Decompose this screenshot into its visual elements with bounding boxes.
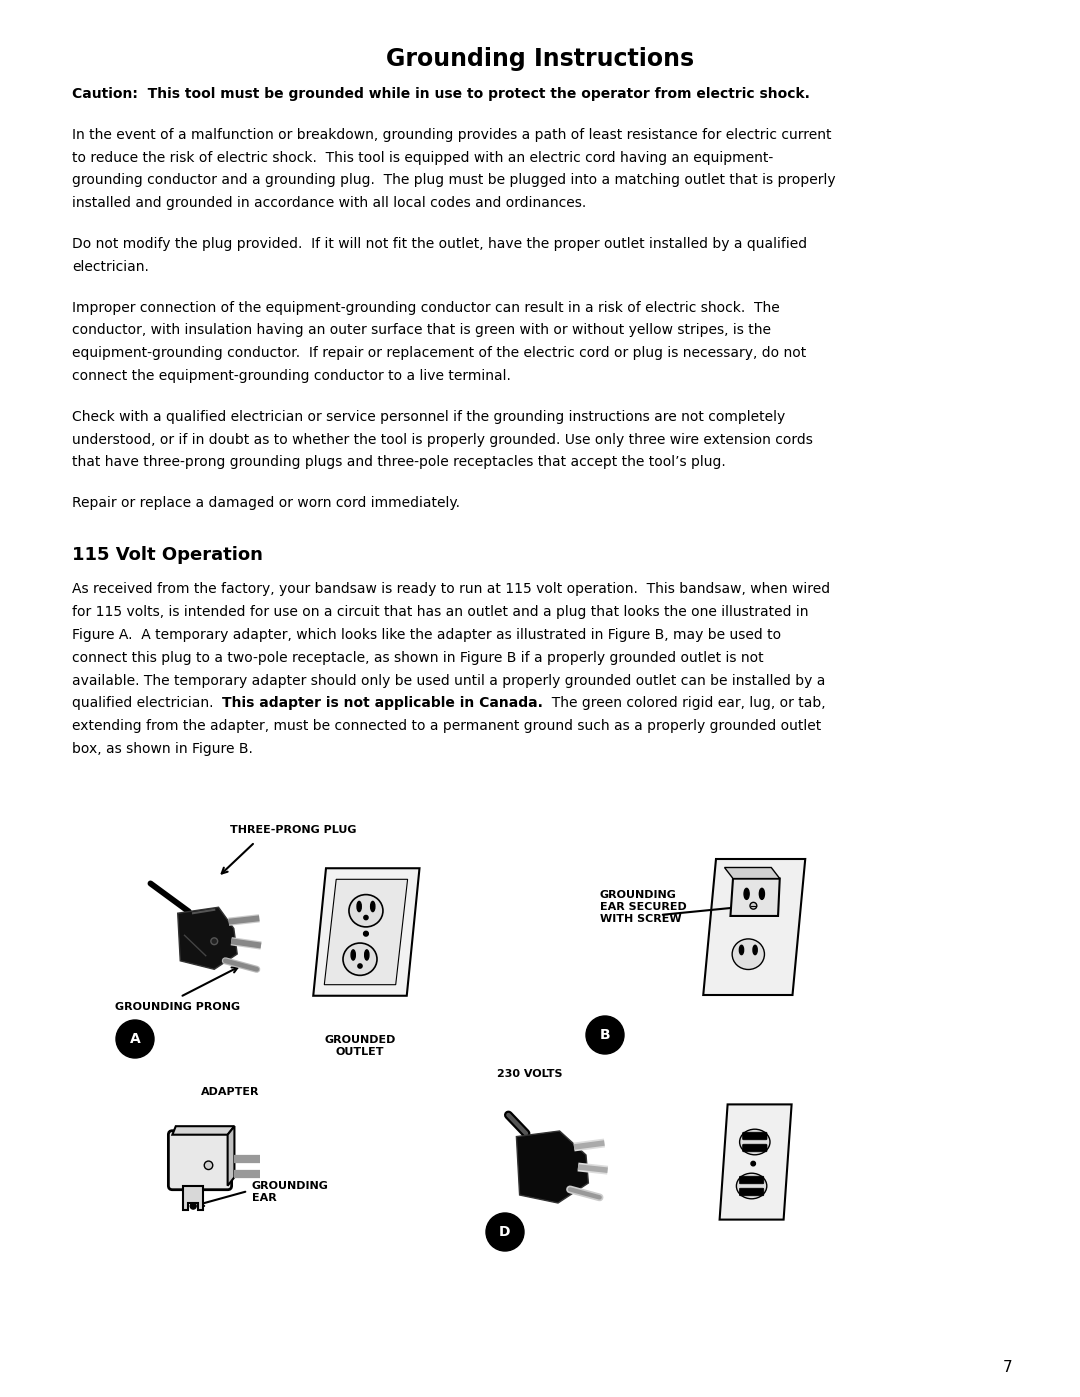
Polygon shape [725,868,780,879]
Ellipse shape [740,946,744,954]
Text: Grounding Instructions: Grounding Instructions [386,47,694,71]
Text: GROUNDING
EAR: GROUNDING EAR [252,1182,329,1203]
Ellipse shape [744,888,750,900]
Circle shape [751,1161,755,1166]
Circle shape [586,1016,624,1053]
Text: qualified electrician.: qualified electrician. [72,697,222,711]
Circle shape [204,1161,213,1169]
Text: available. The temporary adapter should only be used until a properly grounded o: available. The temporary adapter should … [72,673,825,687]
FancyBboxPatch shape [168,1130,231,1190]
Ellipse shape [364,915,368,919]
Text: 115 Volt Operation: 115 Volt Operation [72,546,262,564]
Ellipse shape [351,950,355,960]
Text: electrician.: electrician. [72,260,149,274]
Text: connect this plug to a two-pole receptacle, as shown in Figure B if a properly g: connect this plug to a two-pole receptac… [72,651,764,665]
Polygon shape [703,859,806,995]
FancyBboxPatch shape [740,1176,764,1183]
Text: Improper connection of the equipment-grounding conductor can result in a risk of: Improper connection of the equipment-gro… [72,300,780,314]
Ellipse shape [357,964,362,968]
Ellipse shape [753,946,757,954]
Ellipse shape [737,1173,767,1199]
Text: conductor, with insulation having an outer surface that is green with or without: conductor, with insulation having an out… [72,323,771,338]
Text: A: A [130,1032,140,1046]
Text: The green colored rigid ear, lug, or tab,: The green colored rigid ear, lug, or tab… [543,697,826,711]
Polygon shape [719,1105,792,1220]
FancyBboxPatch shape [743,1132,767,1140]
Text: for 115 volts, is intended for use on a circuit that has an outlet and a plug th: for 115 volts, is intended for use on a … [72,605,809,619]
Polygon shape [228,1126,234,1186]
Polygon shape [183,1186,203,1210]
Text: Repair or replace a damaged or worn cord immediately.: Repair or replace a damaged or worn cord… [72,496,460,510]
FancyBboxPatch shape [740,1189,764,1196]
Text: Figure A.  A temporary adapter, which looks like the adapter as illustrated in F: Figure A. A temporary adapter, which loo… [72,629,781,643]
FancyBboxPatch shape [743,1144,767,1151]
Ellipse shape [759,888,765,900]
Text: connect the equipment-grounding conductor to a live terminal.: connect the equipment-grounding conducto… [72,369,511,383]
Text: This adapter is not applicable in Canada.: This adapter is not applicable in Canada… [222,697,543,711]
Text: In the event of a malfunction or breakdown, grounding provides a path of least r: In the event of a malfunction or breakdo… [72,127,832,142]
Polygon shape [324,879,407,985]
Polygon shape [313,869,419,996]
Ellipse shape [740,1129,770,1155]
Text: GROUNDED
OUTLET: GROUNDED OUTLET [324,1035,395,1056]
Text: THREE-PRONG PLUG: THREE-PRONG PLUG [230,826,356,835]
Text: that have three-prong grounding plugs and three-pole receptacles that accept the: that have three-prong grounding plugs an… [72,455,726,469]
Ellipse shape [357,901,362,912]
Ellipse shape [349,894,383,926]
Text: Caution:  This tool must be grounded while in use to protect the operator from e: Caution: This tool must be grounded whil… [72,87,810,101]
Text: ADAPTER: ADAPTER [201,1087,259,1097]
Text: GROUNDING
EAR SECURED
WITH SCREW: GROUNDING EAR SECURED WITH SCREW [600,890,687,923]
Text: 230 VOLTS: 230 VOLTS [497,1069,563,1078]
Ellipse shape [343,943,377,975]
Text: GROUNDING PRONG: GROUNDING PRONG [114,1002,240,1011]
Ellipse shape [370,901,375,912]
Ellipse shape [732,939,765,970]
Text: to reduce the risk of electric shock.  This tool is equipped with an electric co: to reduce the risk of electric shock. Th… [72,151,773,165]
Text: installed and grounded in accordance with all local codes and ordinances.: installed and grounded in accordance wit… [72,196,586,210]
Text: Do not modify the plug provided.  If it will not fit the outlet, have the proper: Do not modify the plug provided. If it w… [72,237,807,251]
Text: box, as shown in Figure B.: box, as shown in Figure B. [72,742,253,756]
Text: 7: 7 [1003,1361,1013,1375]
Ellipse shape [365,950,369,960]
Circle shape [190,1203,197,1208]
Circle shape [486,1213,524,1250]
Polygon shape [173,1126,234,1134]
Circle shape [750,902,757,909]
Circle shape [211,937,218,944]
Text: grounding conductor and a grounding plug.  The plug must be plugged into a match: grounding conductor and a grounding plug… [72,173,836,187]
Polygon shape [730,879,780,916]
Text: extending from the adapter, must be connected to a permanent ground such as a pr: extending from the adapter, must be conn… [72,719,821,733]
Text: B: B [599,1028,610,1042]
Text: D: D [499,1225,511,1239]
Polygon shape [178,907,238,970]
Polygon shape [516,1132,589,1203]
Circle shape [116,1020,154,1058]
Text: understood, or if in doubt as to whether the tool is properly grounded. Use only: understood, or if in doubt as to whether… [72,433,813,447]
Text: As received from the factory, your bandsaw is ready to run at 115 volt operation: As received from the factory, your bands… [72,583,831,597]
Text: equipment-grounding conductor.  If repair or replacement of the electric cord or: equipment-grounding conductor. If repair… [72,346,807,360]
Text: Check with a qualified electrician or service personnel if the grounding instruc: Check with a qualified electrician or se… [72,409,785,423]
Circle shape [364,932,368,936]
